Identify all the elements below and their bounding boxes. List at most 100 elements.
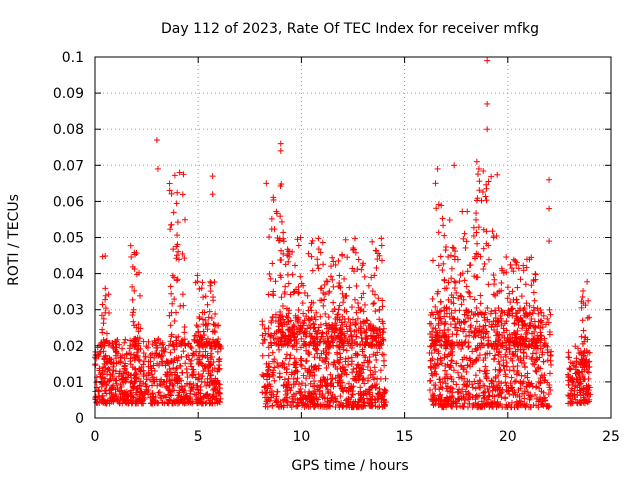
data-point	[371, 300, 378, 307]
data-point	[268, 394, 275, 401]
data-point	[364, 363, 371, 370]
data-point	[335, 257, 342, 264]
data-point	[128, 387, 135, 394]
data-point	[339, 364, 346, 371]
data-point	[179, 191, 186, 198]
data-point	[584, 278, 591, 285]
data-point	[477, 292, 484, 299]
data-point	[374, 349, 381, 356]
data-point	[278, 256, 285, 263]
data-point	[361, 380, 368, 387]
data-point	[214, 399, 221, 406]
data-point	[435, 262, 442, 269]
data-point	[363, 316, 370, 323]
data-point	[114, 397, 121, 404]
data-point	[316, 355, 323, 362]
data-point	[305, 403, 312, 410]
data-point	[364, 377, 371, 384]
data-point	[276, 346, 283, 353]
data-point	[361, 390, 368, 397]
data-point	[332, 375, 339, 382]
data-point	[200, 367, 207, 374]
data-point	[361, 399, 368, 406]
data-point	[433, 205, 440, 212]
data-point	[530, 289, 537, 296]
data-point	[305, 250, 312, 257]
data-point	[438, 360, 445, 367]
data-point	[320, 302, 327, 309]
data-point	[585, 369, 592, 376]
data-point	[547, 361, 554, 368]
data-point	[480, 245, 487, 252]
data-point	[181, 324, 188, 331]
data-point	[99, 329, 106, 336]
data-point	[305, 350, 312, 357]
data-point	[269, 314, 276, 321]
chart-title: Day 112 of 2023, Rate Of TEC Index for r…	[161, 21, 539, 37]
data-point	[377, 375, 384, 382]
data-point	[166, 361, 173, 368]
data-point	[170, 382, 177, 389]
data-point	[439, 215, 446, 222]
data-point	[290, 381, 297, 388]
data-point	[92, 362, 99, 369]
data-point	[357, 396, 364, 403]
data-point	[148, 365, 155, 372]
data-point	[277, 213, 284, 220]
data-point	[159, 339, 166, 346]
data-point	[319, 239, 326, 246]
data-point	[366, 353, 373, 360]
data-point	[199, 279, 206, 286]
data-point	[97, 373, 104, 380]
data-point	[310, 396, 317, 403]
data-points	[92, 57, 594, 411]
data-point	[283, 351, 290, 358]
data-point	[367, 389, 374, 396]
data-point	[337, 377, 344, 384]
data-point	[194, 400, 201, 407]
data-point	[167, 369, 174, 376]
data-point	[136, 292, 143, 299]
data-point	[134, 391, 141, 398]
data-point	[376, 385, 383, 392]
data-point	[462, 244, 469, 251]
data-point	[192, 391, 199, 398]
data-point	[310, 390, 317, 397]
data-point	[302, 365, 309, 372]
data-point	[139, 392, 146, 399]
data-point	[216, 358, 223, 365]
data-point	[315, 362, 322, 369]
data-point	[340, 299, 347, 306]
data-point	[284, 271, 291, 278]
data-point	[461, 277, 468, 284]
data-point	[194, 356, 201, 363]
data-point	[302, 382, 309, 389]
data-point	[567, 365, 574, 372]
data-point	[137, 378, 144, 385]
data-point	[463, 283, 470, 290]
data-point	[518, 293, 525, 300]
data-point	[122, 390, 129, 397]
data-point	[437, 298, 444, 305]
data-point	[485, 256, 492, 263]
data-point	[196, 313, 203, 320]
data-point	[207, 356, 214, 363]
data-point	[514, 299, 521, 306]
data-point	[174, 219, 181, 226]
data-point	[121, 396, 128, 403]
data-point	[164, 399, 171, 406]
data-point	[102, 352, 109, 359]
data-point	[190, 371, 197, 378]
data-point	[527, 392, 534, 399]
data-point	[300, 395, 307, 402]
data-point	[277, 147, 284, 154]
data-point	[211, 365, 218, 372]
data-point	[174, 392, 181, 399]
data-point	[282, 355, 289, 362]
data-point	[116, 368, 123, 375]
data-point	[137, 388, 144, 395]
data-point	[141, 358, 148, 365]
data-point	[158, 394, 165, 401]
data-point	[373, 356, 380, 363]
data-point	[184, 374, 191, 381]
